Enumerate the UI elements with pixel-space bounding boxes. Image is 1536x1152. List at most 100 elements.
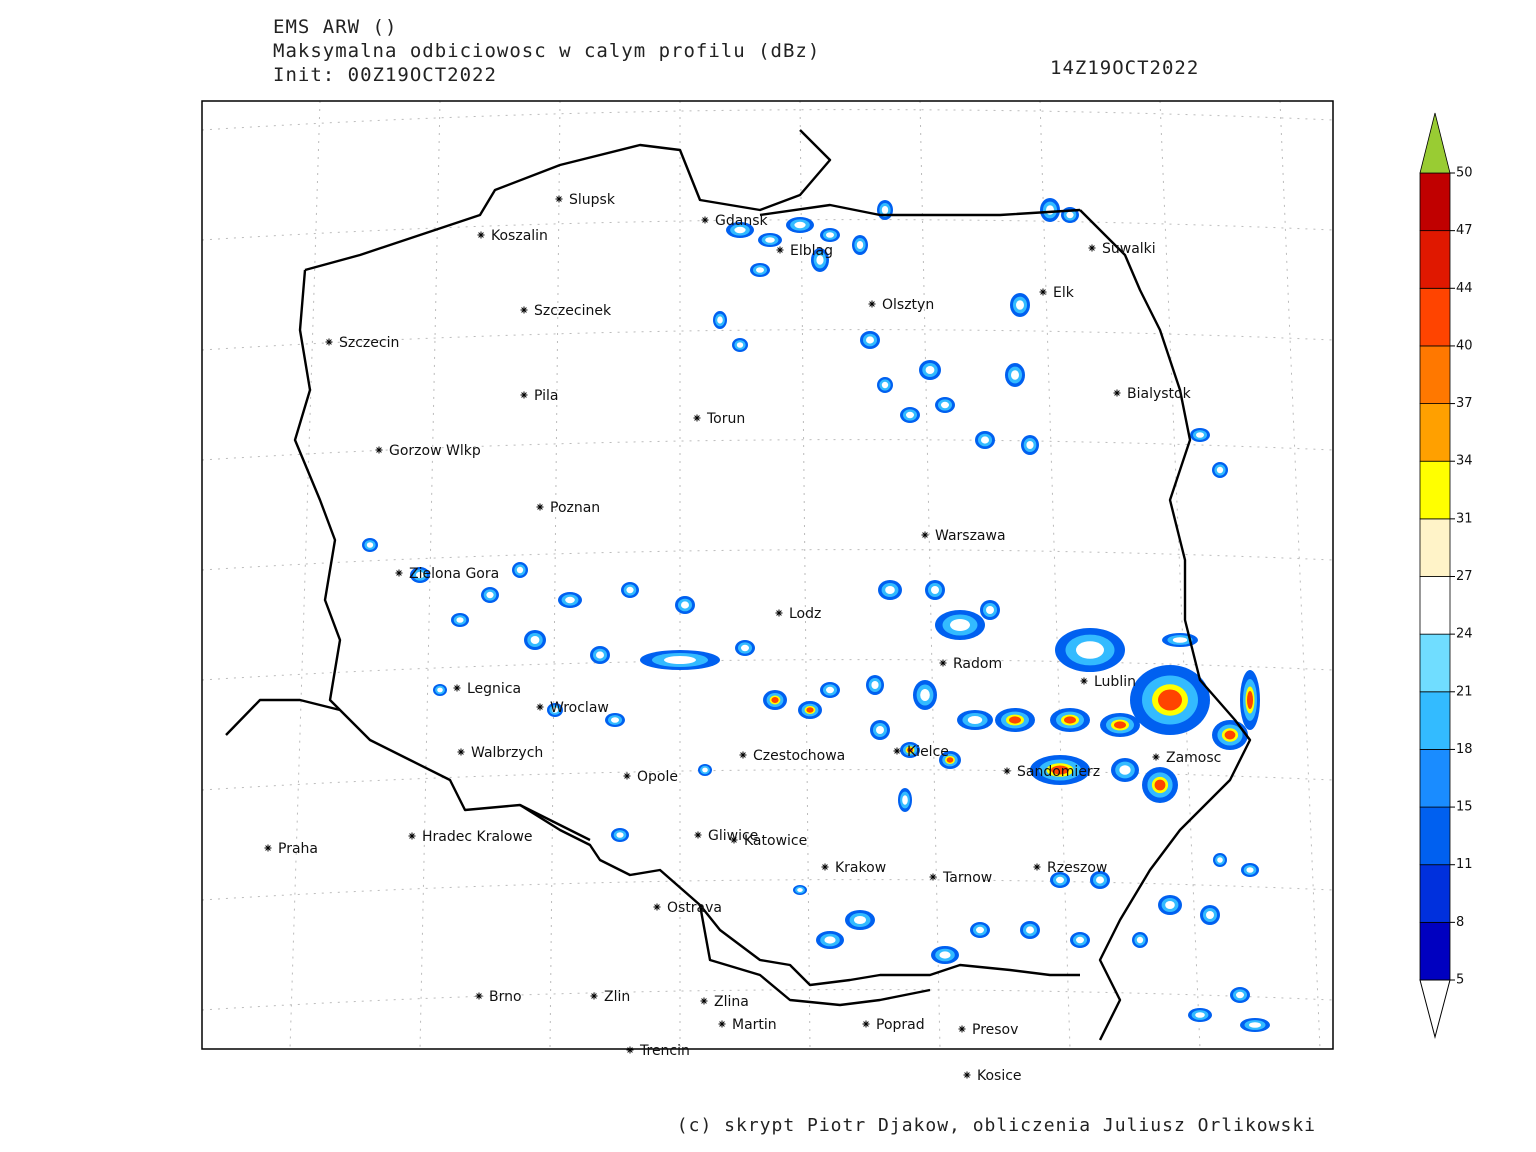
echo-core xyxy=(1011,370,1019,380)
city-marker xyxy=(453,684,461,692)
colorbar-label: 21 xyxy=(1456,684,1473,699)
city-marker xyxy=(775,609,783,617)
colorbar-label: 18 xyxy=(1456,742,1473,757)
city-label: Suwalki xyxy=(1102,241,1156,257)
city-marker xyxy=(408,832,416,840)
borders xyxy=(225,129,1252,1041)
echo-core xyxy=(1249,1022,1261,1028)
city-marker xyxy=(1080,677,1088,685)
city-marker xyxy=(395,569,403,577)
city-label: Kosice xyxy=(977,1068,1022,1084)
echo-core xyxy=(611,717,619,723)
echo-core xyxy=(437,687,443,693)
city-marker xyxy=(536,503,544,511)
city-marker xyxy=(862,1020,870,1028)
city-label: Szczecinek xyxy=(534,303,612,319)
city-marker xyxy=(375,446,383,454)
header-subtitle: Maksymalna odbiciowosc w calym profilu (… xyxy=(273,40,820,62)
city-marker xyxy=(921,531,929,539)
city-label: Gliwice xyxy=(708,828,758,844)
echo-core xyxy=(1172,637,1188,643)
echo-core xyxy=(1096,876,1104,884)
echo-core xyxy=(871,681,879,689)
city-label: Katowice xyxy=(744,833,807,849)
echo-core xyxy=(596,651,604,659)
echo-core xyxy=(734,226,746,234)
echo-core xyxy=(1217,857,1223,863)
city-label: Zamosc xyxy=(1166,750,1221,766)
echo-core xyxy=(816,255,824,265)
echo-core xyxy=(986,606,994,614)
echo-core xyxy=(950,619,970,631)
colorbar-segment xyxy=(1419,921,1451,981)
echo-hot xyxy=(1009,716,1021,724)
colorbar-label: 8 xyxy=(1456,915,1464,930)
city-label: Rzeszow xyxy=(1047,860,1107,876)
header-valid: 14Z19OCT2022 xyxy=(1050,57,1199,79)
colorbar-segment xyxy=(1419,633,1451,693)
echo-core xyxy=(854,916,866,924)
echo-core xyxy=(756,267,764,273)
reflectivity-field xyxy=(362,198,1270,1032)
echo-core xyxy=(794,221,806,229)
city-label: Slupsk xyxy=(569,192,616,208)
city-label: Brno xyxy=(489,989,522,1005)
echo-core xyxy=(920,689,930,701)
echo-core xyxy=(1046,205,1054,215)
echo-core xyxy=(702,767,708,773)
city-marker xyxy=(1039,288,1047,296)
echo-core xyxy=(826,232,834,238)
echo-core xyxy=(626,586,634,594)
city-label: Presov xyxy=(972,1022,1018,1038)
colorbar-label: 40 xyxy=(1456,338,1473,353)
city-marker xyxy=(325,338,333,346)
city-marker xyxy=(457,748,465,756)
echo-core xyxy=(931,586,939,594)
echo-core xyxy=(826,686,834,694)
city-marker xyxy=(520,306,528,314)
city-marker xyxy=(590,992,598,1000)
city-label: Kielce xyxy=(907,744,949,760)
city-label: Gdansk xyxy=(715,213,768,229)
echo-core xyxy=(1165,901,1175,909)
echo-core xyxy=(976,926,984,934)
city-label: Czestochowa xyxy=(753,748,845,764)
echo-core xyxy=(551,707,559,713)
echo-core xyxy=(516,566,524,574)
echo-hot xyxy=(1247,691,1253,709)
colorbar-segment xyxy=(1419,345,1451,404)
colorbar-label: 47 xyxy=(1456,223,1473,238)
echo-core xyxy=(1136,936,1144,944)
echo-core xyxy=(967,716,983,724)
echo-core xyxy=(1246,867,1254,873)
echo-hot xyxy=(1051,765,1069,775)
colorbar-label: 5 xyxy=(1456,973,1464,988)
echo-core xyxy=(416,571,424,579)
colorbar: 5 8 11 15 18 21 24 27 31 34 37 40 44 47 50 xyxy=(1419,112,1473,1039)
echo-core xyxy=(664,656,696,664)
echo-hot xyxy=(1224,730,1236,740)
credit: (c) skrypt Piotr Djakow, obliczenia Juli… xyxy=(677,1115,1316,1136)
city-marker xyxy=(477,231,485,239)
city-label: Wroclaw xyxy=(550,700,609,716)
echo-hot xyxy=(1114,721,1126,729)
colorbar-label: 31 xyxy=(1456,511,1473,526)
city-marker xyxy=(939,659,947,667)
city-label: Tarnow xyxy=(942,870,992,886)
echo-core xyxy=(681,601,689,609)
city-label: Trencin xyxy=(639,1043,690,1059)
city-label: Praha xyxy=(278,841,318,857)
city-label: Koszalin xyxy=(491,228,548,244)
city-marker xyxy=(623,772,631,780)
city-label: Torun xyxy=(706,411,745,427)
city-marker xyxy=(694,831,702,839)
city-label: Hradec Kralowe xyxy=(422,829,533,845)
echo-core xyxy=(941,401,949,409)
city-label: Martin xyxy=(732,1017,777,1033)
city-label: Elblag xyxy=(790,243,833,259)
colorbar-segment xyxy=(1419,403,1451,462)
city-marker xyxy=(701,216,709,224)
echo-core xyxy=(1119,765,1131,775)
map-area: Slupsk Koszalin Szczecinek Szczecin Pila Toru… xyxy=(202,101,1333,1049)
echo-core xyxy=(881,381,889,389)
